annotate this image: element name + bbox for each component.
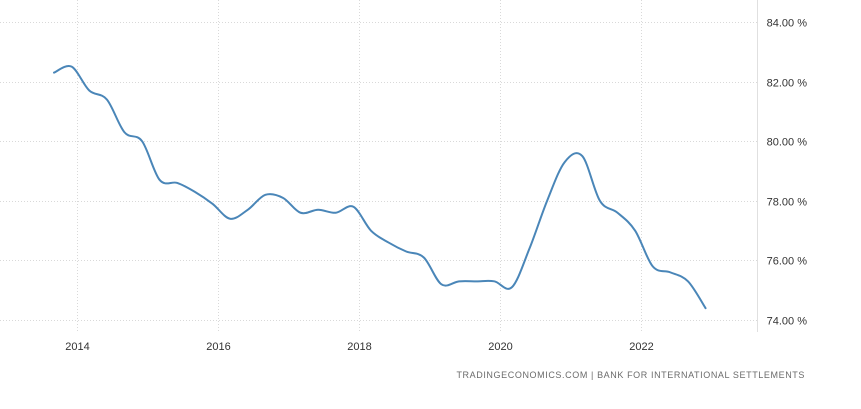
data-point [580, 154, 584, 158]
data-point [668, 270, 672, 274]
data-point [140, 139, 144, 143]
data-point [246, 208, 250, 212]
data-point [316, 208, 320, 212]
data-point [211, 202, 215, 206]
data-point [422, 255, 426, 259]
data-point [70, 65, 74, 69]
data-point [686, 279, 690, 283]
series-layer [52, 65, 708, 310]
x-tick-label: 2016 [206, 341, 230, 353]
y-tick-label: 82.00 % [767, 78, 808, 90]
data-point [457, 279, 461, 283]
data-point [263, 193, 267, 197]
data-point [475, 279, 479, 283]
x-tick-label: 2020 [488, 341, 512, 353]
data-point [369, 229, 373, 233]
data-point [228, 217, 232, 221]
y-tick-label: 80.00 % [767, 137, 808, 149]
data-point [404, 250, 408, 254]
data-point [175, 181, 179, 185]
data-point [299, 211, 303, 215]
data-point [492, 279, 496, 283]
data-point [158, 178, 162, 182]
data-point [334, 211, 338, 215]
data-point [87, 89, 91, 93]
source-attribution: TRADINGECONOMICS.COM | BANK FOR INTERNAT… [456, 370, 805, 380]
data-point [105, 97, 109, 101]
data-point [439, 282, 443, 286]
data-point [598, 199, 602, 203]
y-tick-label: 84.00 % [767, 18, 808, 30]
x-tick-label: 2018 [347, 341, 371, 353]
x-tick-label: 2022 [629, 341, 653, 353]
data-point [651, 264, 655, 268]
data-point [545, 199, 549, 203]
data-point [351, 205, 355, 209]
data-point [704, 306, 708, 310]
grid [0, 0, 758, 332]
x-tick-label: 2014 [65, 341, 89, 353]
data-point [563, 160, 567, 164]
y-tick-label: 76.00 % [767, 256, 808, 268]
data-point [510, 285, 514, 289]
data-point [281, 196, 285, 200]
data-point [193, 190, 197, 194]
data-point [616, 211, 620, 215]
y-axis: 74.00 % 76.00 % 78.00 % 80.00 % 82.00 % 84.00… [767, 18, 808, 328]
data-point [122, 130, 126, 134]
y-tick-label: 78.00 % [767, 197, 808, 209]
data-point [527, 247, 531, 251]
x-axis: 2014 2016 2018 2020 2022 [65, 341, 653, 353]
y-tick-label: 74.00 % [767, 316, 808, 328]
data-point [52, 71, 56, 75]
series-line [53, 65, 707, 310]
data-point [633, 229, 637, 233]
data-point [387, 241, 391, 245]
